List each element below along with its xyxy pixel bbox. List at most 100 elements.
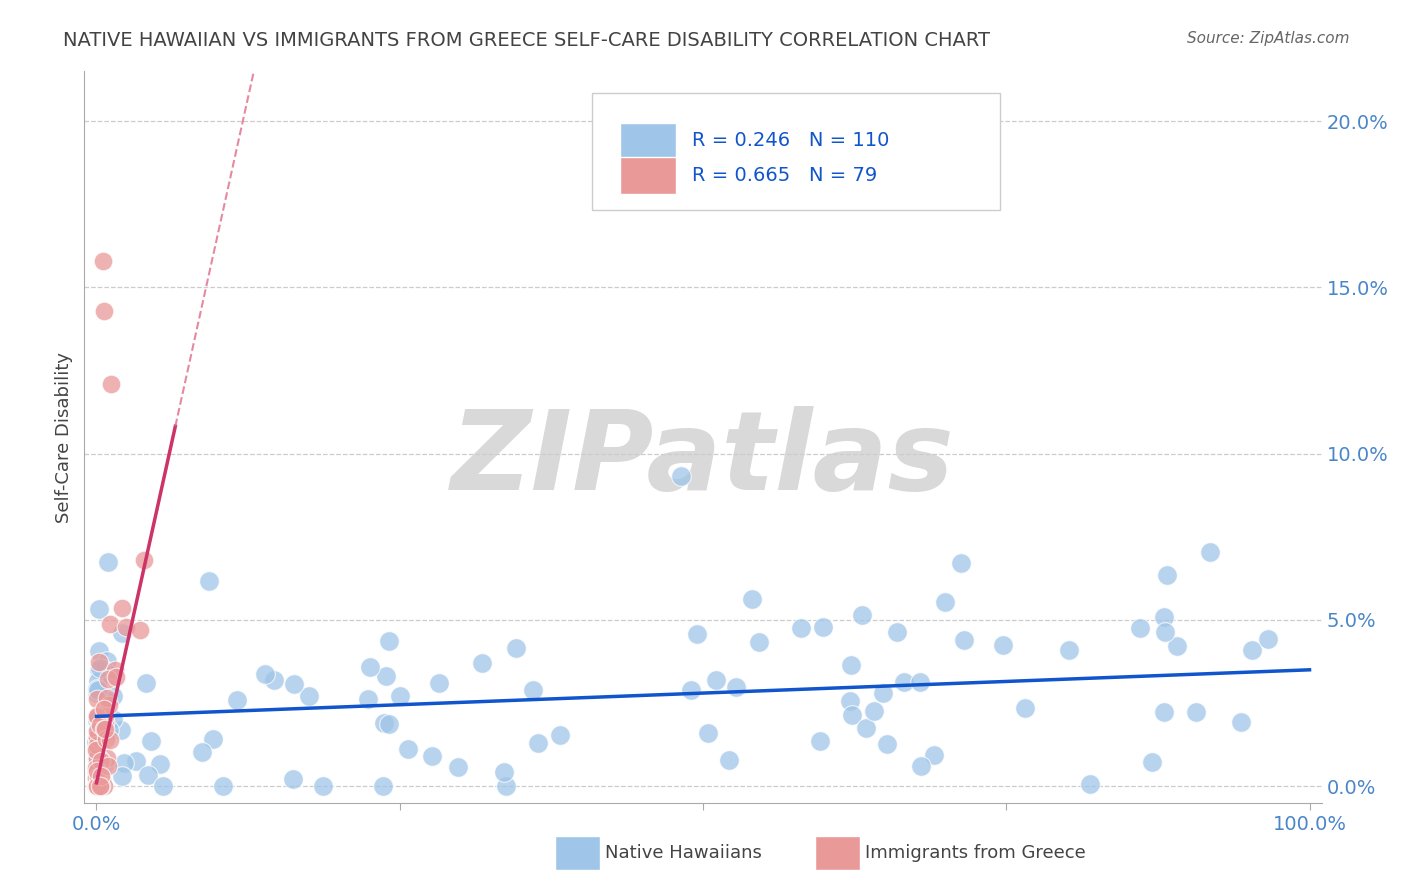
Point bbox=[813, 620, 835, 634]
Point bbox=[86, 779, 108, 793]
Point bbox=[808, 734, 831, 748]
Point bbox=[704, 673, 727, 688]
Point bbox=[87, 708, 110, 723]
Point bbox=[100, 376, 122, 391]
Point bbox=[86, 779, 108, 793]
Point bbox=[377, 717, 399, 731]
Point bbox=[129, 623, 152, 637]
Point bbox=[505, 641, 527, 656]
Point bbox=[447, 760, 470, 774]
Point bbox=[104, 663, 127, 677]
Point bbox=[96, 751, 118, 765]
Point bbox=[86, 709, 108, 723]
Point bbox=[86, 738, 108, 752]
Point bbox=[98, 732, 121, 747]
Point bbox=[96, 655, 118, 669]
Point bbox=[94, 715, 117, 730]
Point bbox=[90, 779, 112, 793]
Point bbox=[191, 745, 214, 759]
Point bbox=[934, 595, 956, 609]
Point bbox=[263, 673, 285, 688]
Point bbox=[254, 667, 277, 681]
Point bbox=[105, 670, 128, 684]
Point bbox=[87, 779, 110, 793]
Point bbox=[86, 765, 108, 780]
Point bbox=[91, 709, 114, 723]
Point bbox=[283, 676, 305, 690]
Point bbox=[87, 673, 110, 688]
Point bbox=[110, 626, 132, 640]
Point bbox=[373, 716, 395, 731]
Point bbox=[851, 608, 873, 623]
Point bbox=[87, 723, 110, 738]
Text: NATIVE HAWAIIAN VS IMMIGRANTS FROM GREECE SELF-CARE DISABILITY CORRELATION CHART: NATIVE HAWAIIAN VS IMMIGRANTS FROM GREEC… bbox=[63, 31, 990, 50]
Point bbox=[748, 635, 770, 649]
Point bbox=[373, 779, 395, 793]
Point bbox=[90, 778, 112, 792]
Point bbox=[86, 682, 108, 697]
Point bbox=[97, 758, 120, 772]
Point bbox=[93, 722, 115, 736]
Point bbox=[910, 758, 932, 772]
Point bbox=[86, 764, 108, 778]
Point bbox=[1156, 568, 1178, 582]
Point bbox=[374, 669, 396, 683]
Point bbox=[86, 762, 108, 776]
Point bbox=[725, 680, 748, 694]
Point bbox=[86, 779, 108, 793]
Text: Immigrants from Greece: Immigrants from Greece bbox=[865, 844, 1085, 862]
Point bbox=[1057, 643, 1080, 657]
Point bbox=[89, 779, 111, 793]
Point bbox=[357, 691, 380, 706]
Point bbox=[89, 644, 111, 658]
Point bbox=[717, 753, 740, 767]
Point bbox=[522, 682, 544, 697]
Point bbox=[389, 689, 412, 703]
Point bbox=[872, 686, 894, 700]
Point bbox=[91, 253, 114, 268]
Point bbox=[86, 770, 108, 784]
Point bbox=[98, 698, 121, 713]
Point bbox=[1230, 715, 1253, 730]
Point bbox=[1080, 777, 1102, 791]
Point bbox=[312, 779, 335, 793]
Point bbox=[94, 693, 117, 707]
Point bbox=[134, 553, 156, 567]
Point bbox=[86, 779, 108, 793]
Text: R = 0.246   N = 110: R = 0.246 N = 110 bbox=[692, 131, 889, 151]
Point bbox=[671, 469, 693, 483]
Point bbox=[87, 772, 110, 786]
Point bbox=[90, 779, 112, 793]
Point bbox=[1129, 621, 1152, 635]
Point bbox=[741, 591, 763, 606]
Point bbox=[952, 633, 974, 648]
Point bbox=[93, 779, 115, 793]
Point bbox=[86, 779, 108, 793]
Point bbox=[225, 693, 247, 707]
Point bbox=[1257, 632, 1279, 647]
Point bbox=[97, 555, 120, 569]
Point bbox=[93, 663, 115, 677]
Text: Source: ZipAtlas.com: Source: ZipAtlas.com bbox=[1187, 31, 1350, 46]
Point bbox=[679, 683, 702, 698]
Text: R = 0.665   N = 79: R = 0.665 N = 79 bbox=[692, 166, 877, 185]
Point bbox=[893, 674, 915, 689]
Point bbox=[86, 779, 108, 793]
Point bbox=[86, 779, 108, 793]
Point bbox=[135, 675, 157, 690]
Point bbox=[1199, 545, 1222, 559]
Point bbox=[90, 714, 112, 728]
Point bbox=[86, 714, 108, 728]
Point bbox=[359, 660, 381, 674]
Point bbox=[86, 779, 108, 793]
Point bbox=[94, 722, 117, 736]
Text: Native Hawaiians: Native Hawaiians bbox=[605, 844, 762, 862]
Point bbox=[201, 731, 224, 746]
Point bbox=[1166, 639, 1188, 653]
Point bbox=[86, 779, 108, 793]
Point bbox=[112, 756, 135, 771]
Point bbox=[86, 779, 108, 793]
Point bbox=[686, 626, 709, 640]
Text: ZIPatlas: ZIPatlas bbox=[451, 406, 955, 513]
Point bbox=[100, 668, 122, 682]
